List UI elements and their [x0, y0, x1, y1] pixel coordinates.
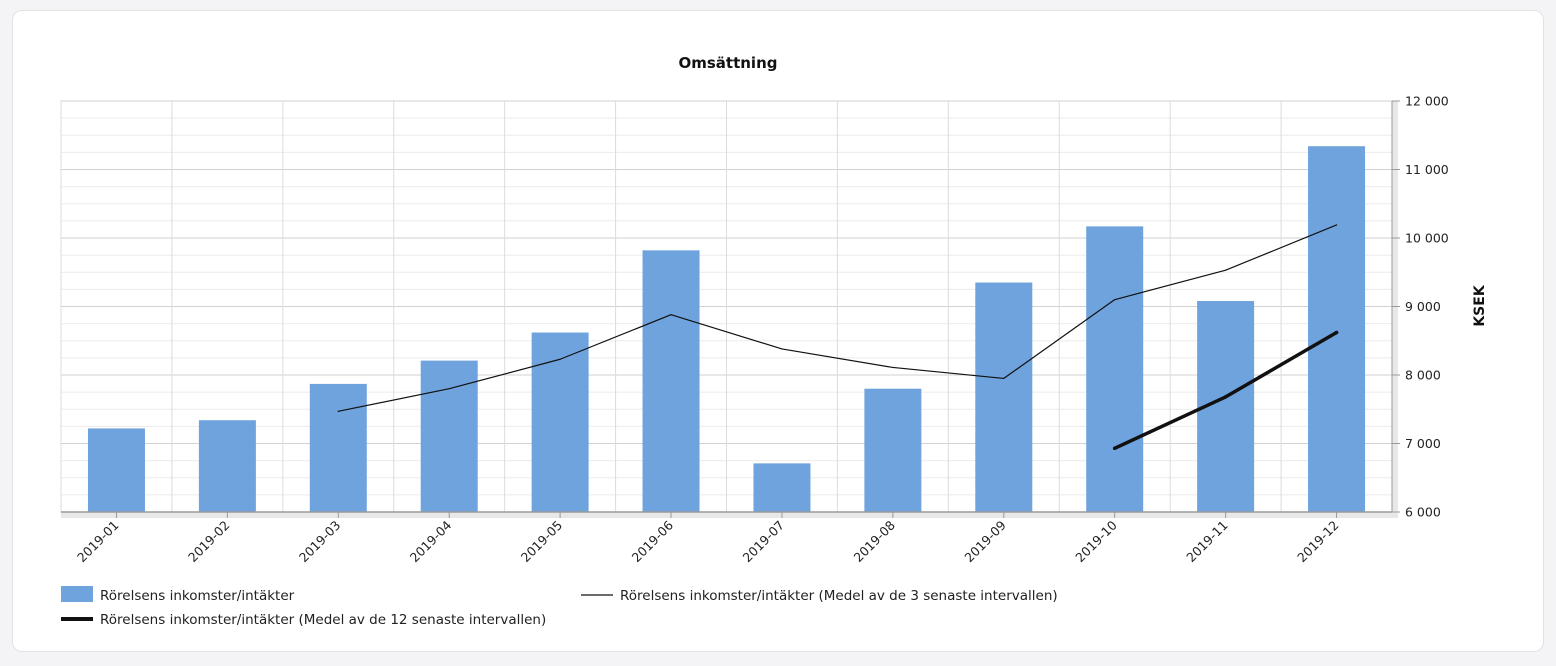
bar-2019-03 — [309, 383, 367, 512]
x-tick-label: 2019-06 — [629, 517, 677, 565]
bar-2019-01 — [87, 428, 145, 512]
legend-label: Rörelsens inkomster/intäkter (Medel av d… — [100, 612, 546, 628]
bar-series — [87, 146, 1366, 513]
bar-2019-12 — [1308, 146, 1366, 512]
x-tick-label: 2019-10 — [1072, 517, 1120, 565]
x-tick-label: 2019-12 — [1294, 518, 1342, 566]
bar-2019-02 — [198, 420, 256, 512]
legend-label: Rörelsens inkomster/intäkter (Medel av d… — [620, 588, 1058, 604]
x-tick-label: 2019-11 — [1183, 518, 1231, 566]
x-tick-label: 2019-01 — [74, 518, 122, 566]
line-series — [337, 224, 1339, 451]
line-point-2-2019-11 — [1223, 395, 1228, 399]
bar-2019-08 — [864, 388, 922, 512]
chart-title: Omsättning — [678, 54, 777, 72]
bar-2019-09 — [975, 282, 1033, 512]
line-point-2-2019-12 — [1334, 330, 1339, 335]
line-point-1-2019-07 — [781, 348, 783, 350]
x-tick-label: 2019-05 — [518, 518, 566, 566]
y-tick-label: 9 000 — [1405, 299, 1441, 314]
line-series-1 — [337, 224, 1338, 412]
bar-2019-04 — [420, 360, 478, 512]
y-tick-label: 10 000 — [1405, 231, 1449, 246]
x-axis-band — [61, 512, 1392, 518]
bar-2019-10 — [1086, 226, 1144, 513]
bar-2019-05 — [531, 332, 589, 512]
x-tick-label: 2019-03 — [296, 518, 344, 566]
line-point-1-2019-10 — [1114, 299, 1116, 301]
line-point-1-2019-06 — [670, 314, 672, 316]
x-tick-label: 2019-02 — [185, 518, 233, 566]
y-tick-label: 6 000 — [1405, 505, 1441, 520]
legend-label: Rörelsens inkomster/intäkter — [100, 588, 295, 604]
line-point-1-2019-05 — [559, 358, 561, 360]
y-tick-label: 11 000 — [1405, 162, 1449, 177]
legend: Rörelsens inkomster/intäkter Rörelsens in… — [61, 586, 1058, 628]
y-tick-label: 12 000 — [1405, 94, 1449, 109]
y-tick-label: 8 000 — [1405, 368, 1441, 383]
line-point-1-2019-08 — [892, 366, 894, 369]
line-point-1-2019-09 — [1003, 377, 1005, 380]
bar-2019-06 — [642, 250, 700, 512]
y-tick-label: 7 000 — [1405, 436, 1441, 451]
line-point-1-2019-03 — [337, 410, 339, 412]
line-point-1-2019-11 — [1225, 269, 1227, 271]
legend-swatch-bar — [61, 586, 93, 602]
x-tick-label: 2019-08 — [850, 517, 898, 565]
bar-2019-07 — [753, 463, 811, 512]
x-tick-label: 2019-09 — [961, 517, 1009, 565]
y-axis-label: KSEK — [1472, 284, 1488, 326]
y-axis-band — [1392, 101, 1398, 518]
line-point-1-2019-12 — [1335, 224, 1338, 226]
line-point-2-2019-10 — [1112, 446, 1117, 451]
x-tick-label: 2019-04 — [407, 517, 455, 565]
grid — [60, 100, 1393, 513]
line-point-1-2019-04 — [448, 388, 450, 390]
x-tick-label: 2019-07 — [740, 518, 788, 566]
